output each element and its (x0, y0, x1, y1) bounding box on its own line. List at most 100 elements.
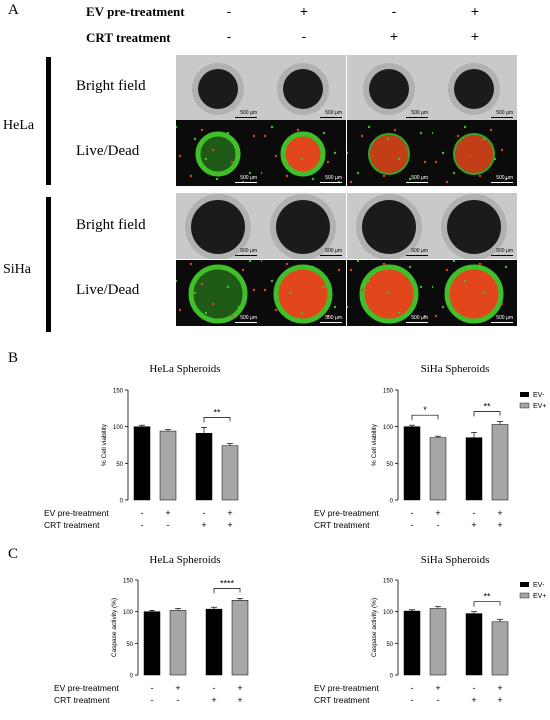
legend-label-ev-minus: EV- (533, 392, 545, 399)
chart-title: HeLa Spheroids (149, 554, 221, 566)
scale-bar: 500 µm (491, 110, 513, 118)
crt-sign: - (141, 520, 144, 530)
crt-sign: + (237, 695, 242, 705)
y-tick-label: 100 (123, 610, 134, 616)
bar (403, 426, 421, 501)
ev-sign: + (497, 508, 502, 518)
scale-bar-label: 500 µm (496, 174, 513, 181)
scale-bar: 500 µm (320, 109, 342, 118)
scale-bar: 500 µm (406, 315, 428, 323)
crt-sign: + (497, 695, 502, 705)
scale-bar-line (406, 321, 428, 323)
crt-sign: - (411, 520, 414, 530)
crt-sign: + (497, 520, 502, 530)
ev-sign: + (435, 683, 440, 693)
live-dead-label: Live/Dead (76, 282, 140, 298)
live-dead-image: 500 µm (261, 120, 346, 186)
y-tick-label: 0 (130, 674, 134, 680)
bar (221, 445, 239, 501)
ev-sign: - (473, 683, 476, 693)
scale-bar: 500 µm (235, 315, 257, 323)
crt-sign: - (226, 28, 232, 44)
bright-field-image: 500 µm (261, 55, 346, 121)
chart-title: SiHa Spheroids (420, 363, 490, 375)
y-tick-label: 0 (120, 499, 124, 505)
bar (465, 437, 483, 501)
ev-sign: + (435, 508, 440, 518)
y-tick-label: 50 (116, 462, 123, 468)
significance-label: **** (220, 578, 235, 588)
crt-sign: - (177, 695, 180, 705)
crt-sign: - (301, 28, 307, 44)
scale-bar-label: 500 µm (325, 109, 342, 116)
scale-bar-label: 500 µm (325, 314, 342, 321)
y-axis-label: % Cell viability (101, 423, 108, 466)
y-tick-label: 0 (390, 674, 394, 680)
bar (169, 610, 187, 676)
scale-bar-line (235, 181, 257, 183)
scale-bar-line (406, 254, 428, 256)
scale-bar-label: 500 µm (496, 314, 513, 321)
scale-bar-line (320, 181, 342, 183)
ev-pretreatment-label: EV pre-treatment (44, 508, 109, 518)
legend-label-ev-plus: EV+ (533, 593, 546, 600)
bar (491, 424, 509, 501)
ev-sign: + (497, 683, 502, 693)
ev-sign: - (213, 683, 216, 693)
y-axis-label: Caspase activity (%) (111, 598, 118, 657)
ev-sign: + (470, 3, 480, 19)
y-axis-label: % Cell viability (371, 423, 378, 466)
legend-swatch-ev-minus (520, 582, 529, 587)
significance-bracket (473, 411, 501, 417)
y-tick-label: 150 (383, 579, 394, 585)
scale-bar-label: 500 µm (411, 247, 428, 254)
siha-label: SiHa (3, 262, 31, 277)
scale-bar-line (320, 321, 342, 323)
bar (429, 608, 447, 676)
ev-sign: - (411, 683, 414, 693)
y-tick-label: 0 (390, 499, 394, 505)
hela-label: HeLa (3, 118, 35, 133)
crt-treatment-label: CRT treatment (54, 695, 110, 705)
bright-field-image: 500 µm (432, 55, 517, 121)
scale-bar-label: 500 µm (411, 109, 428, 116)
crt-sign: + (201, 520, 206, 530)
bright-field-image: 500 µm (261, 193, 346, 259)
scale-bar-line (406, 181, 428, 183)
significance-label: ** (483, 402, 491, 412)
live-dead-image: 500 µm (176, 120, 261, 186)
crt-treatment-label: CRT treatment (314, 695, 370, 705)
scale-bar: 500 µm (491, 247, 513, 256)
crt-sign: + (471, 695, 476, 705)
bar (465, 613, 483, 676)
scale-bar-label: 500 µm (325, 174, 342, 181)
bar (231, 600, 249, 676)
ev-sign: + (227, 508, 232, 518)
crt-sign: - (437, 695, 440, 705)
scale-bar-label: 500 µm (496, 247, 513, 254)
bar (159, 430, 177, 501)
y-tick-label: 100 (383, 610, 394, 616)
live-dead-image: 500 µm (347, 260, 432, 326)
bright-field-label: Bright field (76, 78, 146, 94)
y-tick-label: 150 (113, 389, 124, 395)
hela-group-bar (46, 57, 51, 185)
significance-label: ** (483, 592, 491, 602)
ev-sign: + (175, 683, 180, 693)
panel-label-a: A (8, 2, 19, 18)
scale-bar-label: 500 µm (240, 109, 257, 116)
y-tick-label: 50 (386, 462, 393, 468)
scale-bar-line (320, 116, 342, 118)
significance-bracket (203, 417, 231, 423)
scale-bar-line (406, 116, 428, 118)
live-dead-image: 500 µm (176, 260, 261, 326)
scale-bar-label: 500 µm (325, 247, 342, 254)
ev-sign: + (165, 508, 170, 518)
scale-bar-label: 500 µm (240, 247, 257, 254)
legend-label-ev-minus: EV- (533, 582, 545, 589)
scale-bar-label: 500 µm (240, 174, 257, 181)
scale-bar: 500 µm (406, 247, 428, 256)
significance-bracket (473, 601, 501, 607)
bar (205, 608, 223, 676)
scale-bar-line (491, 116, 513, 118)
